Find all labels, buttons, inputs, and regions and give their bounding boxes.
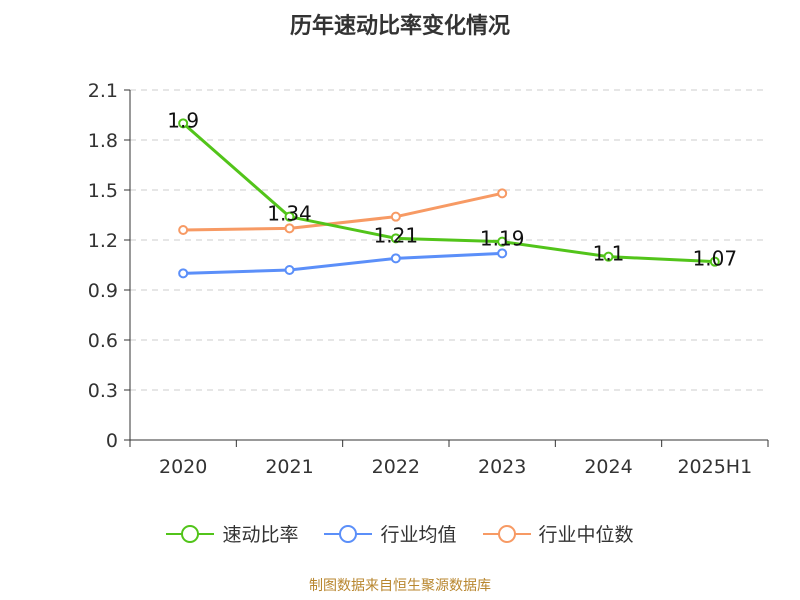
x-tick-label: 2020 xyxy=(159,456,207,478)
data-label: 1.07 xyxy=(693,247,738,271)
data-point[interactable] xyxy=(178,268,189,279)
data-point[interactable] xyxy=(284,223,295,234)
x-tick-label: 2021 xyxy=(265,456,313,478)
series-line xyxy=(183,191,503,232)
y-tick-label: 1.2 xyxy=(88,230,118,252)
y-tick-label: 2.1 xyxy=(88,80,118,102)
data-point[interactable] xyxy=(709,256,720,267)
data-point[interactable] xyxy=(497,236,508,247)
data-label: 1.19 xyxy=(480,227,525,251)
legend-item-industry-mean[interactable]: 行业均值 xyxy=(324,520,457,547)
data-point[interactable] xyxy=(390,253,401,264)
series-line xyxy=(183,251,503,275)
y-tick-label: 0.6 xyxy=(88,330,118,352)
series-lines xyxy=(178,118,720,279)
data-point[interactable] xyxy=(178,118,189,129)
data-point[interactable] xyxy=(284,211,295,222)
data-label: 1.9 xyxy=(167,108,199,132)
chart-title: 历年速动比率变化情况 xyxy=(289,14,510,39)
legend-line-marker-icon xyxy=(324,524,373,543)
data-point[interactable] xyxy=(390,211,401,222)
x-tick-label: 2025H1 xyxy=(677,456,752,478)
data-point[interactable] xyxy=(497,248,508,259)
data-point[interactable] xyxy=(603,251,614,262)
data-label: 1.21 xyxy=(374,223,419,247)
legend-line-marker-icon xyxy=(482,524,531,543)
y-tick-label: 0.3 xyxy=(88,380,118,402)
x-tick-label: 2023 xyxy=(478,456,526,478)
y-tick-label: 0.9 xyxy=(88,280,118,302)
legend-item-quick-ratio[interactable]: 速动比率 xyxy=(166,520,298,547)
legend-label: 行业中位数 xyxy=(538,524,634,546)
legend-line-marker-icon xyxy=(166,524,215,543)
x-tick-label: 2024 xyxy=(584,456,632,478)
data-point[interactable] xyxy=(178,225,189,235)
series-line xyxy=(182,122,715,264)
legend-label: 速动比率 xyxy=(222,524,299,546)
data-label: 1.34 xyxy=(267,202,312,226)
y-tick-label: 1.5 xyxy=(88,180,118,202)
data-point[interactable] xyxy=(284,265,295,275)
legend: 速动比率 行业均值 行业中位数 xyxy=(0,520,800,547)
y-tick-label: 0 xyxy=(106,430,118,452)
data-point[interactable] xyxy=(390,233,401,244)
source-note: 制图数据来自恒生聚源数据库 xyxy=(309,578,491,594)
data-labels: 1.9 1.34 1.21 1.19 1.1 1.07 xyxy=(167,108,737,270)
legend-label: 行业均值 xyxy=(380,524,457,546)
axes: 0 0.3 0.6 0.9 1.2 1.5 1.8 2.1 2020 2021 2022 2023 20… xyxy=(88,80,769,478)
y-tick-label: 1.8 xyxy=(88,130,118,152)
legend-item-industry-median[interactable]: 行业中位数 xyxy=(482,520,634,547)
x-tick-label: 2022 xyxy=(372,456,420,478)
data-label: 1.1 xyxy=(593,242,625,266)
data-point[interactable] xyxy=(497,188,508,199)
